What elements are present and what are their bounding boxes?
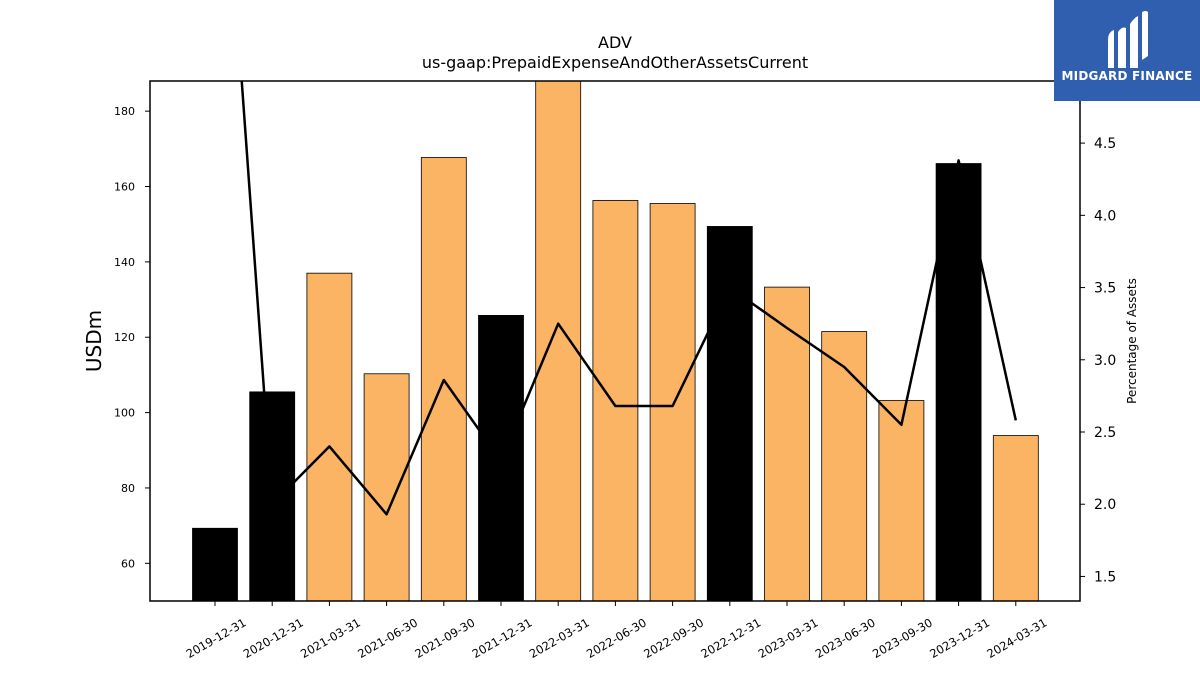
y-tick-label: 180: [114, 105, 135, 118]
line-group: [240, 81, 1018, 516]
y2-axis-label: Percentage of Assets: [1125, 278, 1139, 404]
bar-2022-12-31: [706, 226, 753, 601]
bar-2024-03-31: [992, 435, 1039, 601]
y-tick-label: 120: [114, 331, 135, 344]
bar-2023-09-30: [878, 400, 925, 601]
percentage-line: [240, 81, 1018, 516]
x-tick-label: 2023-06-30: [813, 615, 878, 661]
x-tick-label: 2019-12-31: [184, 615, 249, 661]
y-tick-label: 80: [121, 482, 135, 495]
x-tick-label: 2022-12-31: [698, 615, 763, 661]
y2-tick-label: 2.5: [1094, 425, 1116, 441]
chart-title: ADV: [598, 33, 632, 52]
bar-2021-03-31: [306, 272, 353, 601]
y2-tick-label: 2.0: [1094, 497, 1116, 513]
logo-text: MIDGARD FINANCE: [1061, 69, 1193, 83]
x-tick-label: 2022-06-30: [584, 615, 649, 661]
x-tick-label: 2021-03-31: [298, 615, 363, 661]
y-axis-label: USDm: [82, 310, 106, 372]
y2-tick-label: 4.0: [1094, 208, 1116, 224]
bar-2023-12-31: [935, 163, 982, 601]
x-tick-label: 2021-06-30: [355, 615, 420, 661]
y2-tick-label: 4.5: [1094, 136, 1116, 152]
y-tick-label: 100: [114, 407, 135, 420]
x-tick-label: 2023-09-30: [870, 615, 935, 661]
y2-tick-label: 3.0: [1094, 353, 1116, 369]
x-tick-label: 2020-12-31: [241, 615, 306, 661]
y-tick-label: 60: [121, 557, 135, 570]
y-axis: 60 80 100 120 140 160 180: [114, 105, 150, 570]
x-tick-label: 2024-03-31: [984, 615, 1049, 661]
chart-subtitle: us-gaap:PrepaidExpenseAndOtherAssetsCurr…: [422, 53, 808, 72]
bar-2022-09-30: [649, 203, 696, 601]
y2-tick-label: 3.5: [1094, 281, 1116, 297]
x-tick-label: 2022-09-30: [641, 615, 706, 661]
y-tick-label: 140: [114, 256, 135, 269]
y-tick-label: 160: [114, 181, 135, 194]
bar-group: [192, 81, 1039, 601]
bar-2023-03-31: [764, 286, 810, 601]
x-tick-label: 2023-03-31: [756, 615, 821, 661]
x-axis: 2019-12-312020-12-312021-03-312021-06-30…: [184, 601, 1049, 661]
logo-mark-icon: [1108, 11, 1148, 68]
x-tick-label: 2021-09-30: [412, 615, 477, 661]
y2-tick-label: 1.5: [1094, 569, 1116, 585]
bar-2022-03-31: [535, 81, 582, 601]
bar-2023-06-30: [821, 331, 868, 601]
bar-2021-06-30: [363, 373, 410, 601]
brand-logo: MIDGARD FINANCE: [1054, 0, 1200, 101]
x-tick-label: 2021-12-31: [470, 615, 535, 661]
y2-axis: 1.5 2.0 2.5 3.0 3.5 4.0 4.5: [1080, 136, 1116, 585]
bar-2022-06-30: [592, 200, 639, 601]
x-tick-label: 2022-03-31: [527, 615, 592, 661]
bar-2019-12-31: [192, 527, 238, 601]
x-tick-label: 2023-12-31: [927, 615, 992, 661]
